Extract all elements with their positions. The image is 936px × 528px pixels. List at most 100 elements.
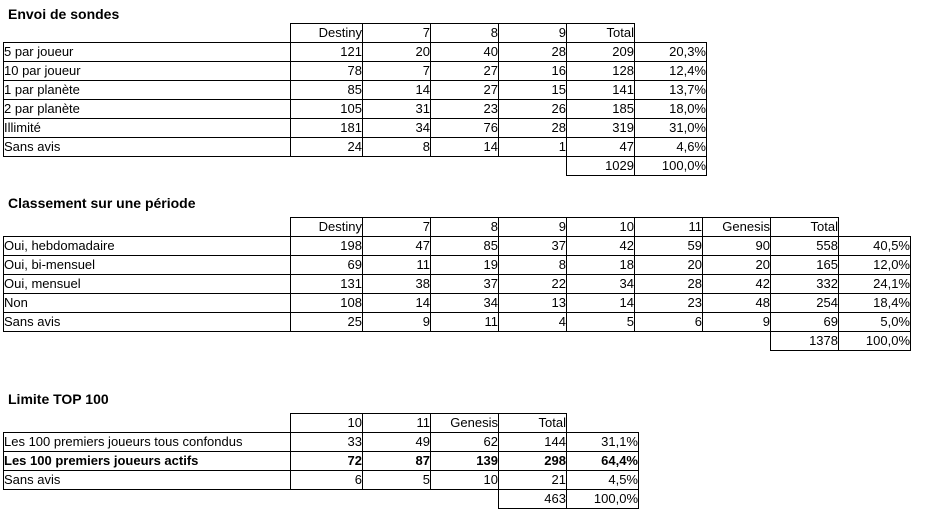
cell-value: 34 (566, 274, 635, 294)
cell-value: 131 (290, 274, 363, 294)
cell-value: 139 (430, 451, 499, 471)
grand-total-value: 1029 (566, 156, 635, 176)
column-header: Genesis (702, 217, 771, 237)
cell-value: 209 (566, 42, 635, 62)
total-percent-value: 100,0% (566, 489, 639, 509)
cell-value: 5 (566, 312, 635, 332)
row-label: 5 par joueur (3, 42, 291, 62)
cell-value: 20 (634, 255, 703, 275)
column-header: Total (770, 217, 839, 237)
cell-value: 90 (702, 236, 771, 256)
row-label: 2 par planète (3, 99, 291, 119)
footer-spacer (291, 157, 363, 176)
cell-value: 185 (566, 99, 635, 119)
header-spacer (4, 414, 291, 433)
footer-spacer (567, 332, 635, 351)
cell-value: 9 (362, 312, 431, 332)
cell-value: 22 (498, 274, 567, 294)
cell-value: 105 (290, 99, 363, 119)
cell-value: 78 (290, 61, 363, 81)
footer-spacer (431, 157, 499, 176)
percent-value: 4,5% (566, 470, 639, 490)
footer-spacer (4, 490, 291, 509)
footer-spacer (291, 490, 363, 509)
cell-value: 181 (290, 118, 363, 138)
cell-value: 21 (498, 470, 567, 490)
cell-value: 34 (430, 293, 499, 313)
cell-value: 14 (430, 137, 499, 157)
table-footer-row: 1378 100,0% (4, 331, 911, 351)
table-footer-row: 1029 100,0% (4, 156, 707, 176)
row-label: Sans avis (3, 470, 291, 490)
section-title-limite-top-100: Limite TOP 100 (8, 391, 109, 407)
percent-value: 12,4% (634, 61, 707, 81)
footer-spacer (635, 332, 703, 351)
cell-value: 298 (498, 451, 567, 471)
cell-value: 47 (566, 137, 635, 157)
cell-value: 1 (498, 137, 567, 157)
percent-value: 18,4% (838, 293, 911, 313)
cell-value: 38 (362, 274, 431, 294)
row-label: Non (3, 293, 291, 313)
cell-value: 85 (290, 80, 363, 100)
table-row: 5 par joueur 121 20 40 28 209 20,3% (3, 42, 707, 62)
cell-value: 76 (430, 118, 499, 138)
cell-value: 69 (770, 312, 839, 332)
cell-value: 4 (498, 312, 567, 332)
total-percent-value: 100,0% (838, 331, 911, 351)
cell-value: 34 (362, 118, 431, 138)
grand-total-value: 463 (498, 489, 567, 509)
cell-value: 28 (634, 274, 703, 294)
data-table: 10 11 Genesis Total Les 100 premiers joueurs… (3, 413, 639, 509)
cell-value: 87 (362, 451, 431, 471)
footer-spacer (499, 157, 567, 176)
table-row: 10 par joueur 78 7 27 16 128 12,4% (3, 61, 707, 81)
cell-value: 49 (362, 432, 431, 452)
row-label: Les 100 premiers joueurs tous confondus (3, 432, 291, 452)
cell-value: 9 (702, 312, 771, 332)
footer-spacer (4, 157, 291, 176)
cell-value: 85 (430, 236, 499, 256)
percent-header-spacer (635, 24, 707, 43)
column-header: 7 (362, 23, 431, 43)
row-label: 1 par planète (3, 80, 291, 100)
column-header: 10 (566, 217, 635, 237)
cell-value: 198 (290, 236, 363, 256)
footer-spacer (363, 157, 431, 176)
cell-value: 11 (430, 312, 499, 332)
table-row: Sans avis 25 9 11 4 5 6 9 69 5,0% (3, 312, 911, 332)
percent-value: 40,5% (838, 236, 911, 256)
column-header: 11 (634, 217, 703, 237)
cell-value: 14 (566, 293, 635, 313)
column-header: 7 (362, 217, 431, 237)
cell-value: 5 (362, 470, 431, 490)
column-header: 9 (498, 217, 567, 237)
cell-value: 13 (498, 293, 567, 313)
section-title-classement-periode: Classement sur une période (8, 195, 196, 211)
footer-spacer (4, 332, 291, 351)
table-row: Sans avis 24 8 14 1 47 4,6% (3, 137, 707, 157)
data-table: Destiny 7 8 9 10 11 Genesis Total Oui, hebdomada… (3, 217, 911, 351)
total-percent-value: 100,0% (634, 156, 707, 176)
column-header: Destiny (290, 217, 363, 237)
cell-value: 26 (498, 99, 567, 119)
cell-value: 40 (430, 42, 499, 62)
cell-value: 165 (770, 255, 839, 275)
cell-value: 27 (430, 80, 499, 100)
cell-value: 69 (290, 255, 363, 275)
cell-value: 6 (634, 312, 703, 332)
percent-value: 31,1% (566, 432, 639, 452)
column-header: 8 (430, 23, 499, 43)
cell-value: 121 (290, 42, 363, 62)
percent-value: 12,0% (838, 255, 911, 275)
cell-value: 254 (770, 293, 839, 313)
percent-value: 31,0% (634, 118, 707, 138)
table-row: Oui, mensuel 131 38 37 22 34 28 42 332 24,1% (3, 274, 911, 294)
table-row: 1 par planète 85 14 27 15 141 13,7% (3, 80, 707, 100)
cell-value: 62 (430, 432, 499, 452)
cell-value: 14 (362, 293, 431, 313)
percent-value: 4,6% (634, 137, 707, 157)
footer-spacer (431, 490, 499, 509)
cell-value: 42 (566, 236, 635, 256)
